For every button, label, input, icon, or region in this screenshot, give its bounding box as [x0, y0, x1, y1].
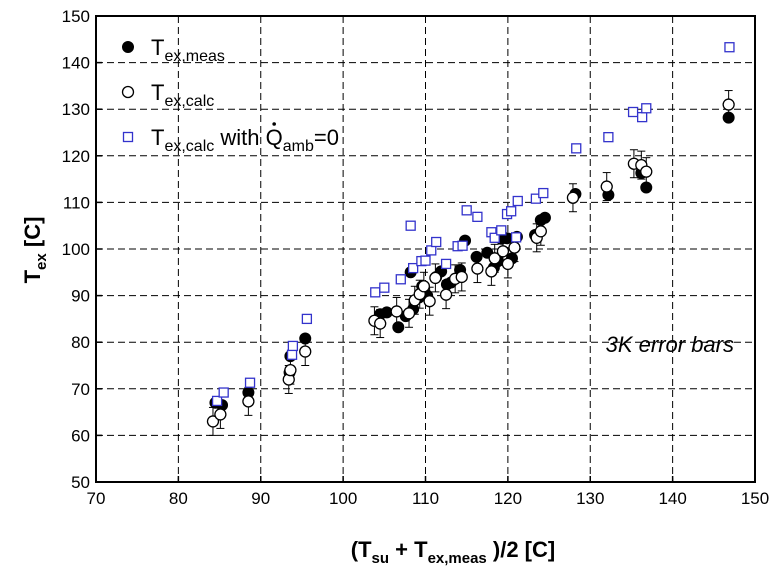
open-circle-marker — [299, 345, 312, 358]
open-square-marker — [301, 313, 313, 325]
open-circle-marker — [242, 395, 255, 408]
open-circle-marker — [374, 317, 387, 330]
open-square-marker — [571, 143, 582, 154]
legend: Tex,meas Tex,calc Tex,calc with Qamb=0 — [121, 35, 339, 155]
y-tick-label: 140 — [62, 54, 90, 73]
open-square-marker — [641, 103, 652, 114]
open-circle-marker — [206, 415, 220, 428]
open-square-marker — [286, 349, 298, 360]
open-square-marker — [636, 111, 648, 123]
y-tick-label: 60 — [71, 426, 90, 445]
x-tick-label: 120 — [494, 489, 522, 508]
open-square-marker — [420, 255, 431, 266]
open-circle-marker — [455, 270, 468, 284]
open-circle-marker — [501, 257, 515, 271]
x-tick-label: 150 — [741, 489, 769, 508]
open-circle-marker — [722, 98, 735, 111]
open-square-marker — [538, 187, 549, 199]
open-square-marker — [724, 42, 735, 53]
open-circle-marker — [402, 307, 416, 320]
open-circle-marker — [471, 262, 484, 275]
open-circle-marker — [439, 288, 453, 301]
open-circle-marker — [214, 408, 227, 421]
open-square-marker — [218, 387, 229, 398]
open-square-marker — [461, 205, 472, 216]
open-circle-marker — [485, 265, 498, 278]
open-square-marker — [122, 131, 134, 143]
x-tick-label: 70 — [87, 489, 106, 508]
open-circle-marker — [390, 305, 403, 318]
open-square-marker — [407, 262, 419, 274]
open-square-marker — [426, 245, 437, 256]
open-square-marker — [496, 225, 507, 236]
q-dot — [272, 122, 276, 126]
grid-lines — [96, 16, 755, 482]
y-tick-label: 130 — [62, 100, 90, 119]
open-circle-marker — [284, 364, 297, 377]
open-square-marker — [405, 220, 416, 231]
x-tick-label: 110 — [412, 489, 439, 508]
x-tick-label: 90 — [251, 489, 270, 508]
data-points — [206, 42, 735, 428]
open-square-marker — [512, 195, 523, 207]
y-tick-label: 100 — [62, 240, 90, 259]
open-square-marker — [287, 340, 299, 352]
x-axis-label: (Tsu + Tex,meas )/2 [C] — [351, 537, 555, 567]
x-tick-label: 140 — [658, 489, 686, 508]
filled-circle-marker — [640, 181, 653, 194]
y-tick-label: 80 — [71, 333, 90, 352]
open-square-marker — [370, 287, 381, 298]
y-axis-label: Tex [C] — [20, 217, 50, 284]
open-circle-marker — [600, 180, 613, 193]
filled-circle-marker — [122, 41, 134, 53]
y-tick-label: 90 — [71, 287, 90, 306]
filled-circle-marker — [470, 250, 483, 263]
y-tick-label: 70 — [71, 380, 90, 399]
filled-circle-marker — [392, 321, 405, 334]
open-square-marker — [506, 206, 517, 217]
open-square-marker — [211, 395, 223, 407]
open-circle-marker — [640, 165, 653, 178]
x-tick-label: 130 — [576, 489, 604, 508]
y-tick-label: 150 — [62, 7, 90, 26]
open-square-marker — [431, 236, 442, 248]
open-square-marker — [379, 282, 390, 293]
filled-circle-marker — [299, 332, 312, 345]
open-circle-marker — [423, 295, 436, 308]
y-tick-label: 50 — [71, 473, 90, 492]
axis-ticks: 70 80 90 100 110 120 130 140 150 50 60 70 80 90 100 110… — [62, 7, 770, 508]
open-circle-marker — [417, 280, 431, 293]
open-square-marker — [627, 106, 639, 118]
legend-label: Tex,calc — [151, 80, 214, 110]
open-square-marker — [244, 377, 256, 388]
y-tick-label: 110 — [63, 193, 90, 212]
open-circle-marker — [121, 85, 135, 99]
legend-label: Tex,meas — [151, 35, 225, 65]
open-circle-marker — [566, 191, 580, 204]
filled-circle-marker — [538, 211, 551, 224]
open-circle-marker — [496, 245, 510, 258]
x-tick-label: 80 — [169, 489, 188, 508]
open-circle-marker — [508, 241, 521, 254]
open-square-marker — [530, 193, 542, 204]
open-square-marker — [603, 132, 614, 143]
error-bar-annotation: 3K error bars — [606, 332, 734, 357]
open-square-marker — [457, 240, 468, 251]
legend-label: Tex,calc with Qamb=0 — [151, 125, 339, 155]
open-circle-marker — [429, 271, 442, 285]
open-square-marker — [510, 232, 522, 243]
open-circle-marker — [488, 252, 501, 265]
y-tick-label: 120 — [62, 147, 90, 166]
open-square-marker — [472, 211, 483, 222]
open-square-marker — [489, 232, 500, 243]
open-circle-marker — [534, 225, 547, 238]
open-square-marker — [440, 258, 452, 270]
open-square-marker — [395, 274, 406, 285]
filled-circle-marker — [722, 111, 735, 124]
x-tick-label: 100 — [329, 489, 357, 508]
